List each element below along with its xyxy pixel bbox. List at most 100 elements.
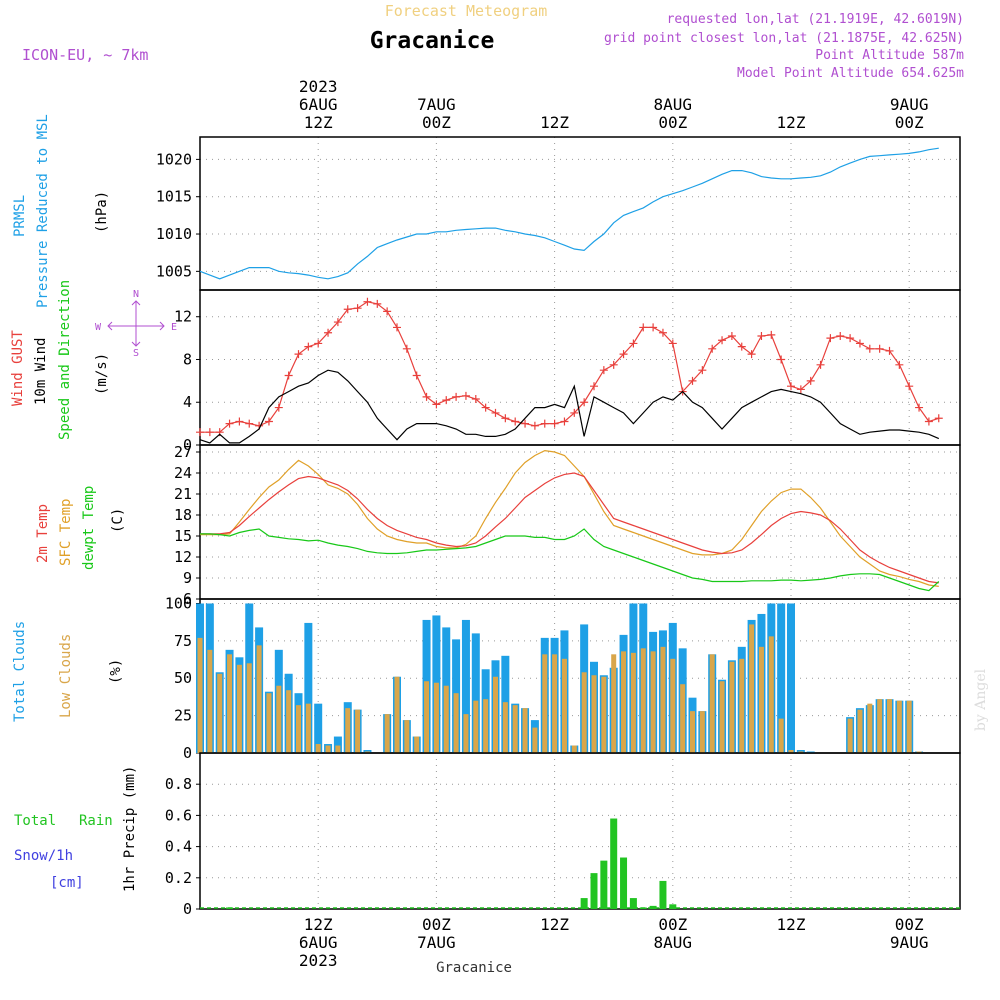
gust-point [274,403,283,412]
wind-ylabels: Wind GUST 10m Wind Speed and Direction (… [10,280,177,440]
legend-snow: Snow/1h [14,848,73,864]
gust-point [905,382,914,391]
gust-point [865,344,874,353]
top-time-label: 00Z [422,113,451,132]
gust-point [530,421,539,430]
compass-n: N [133,289,139,300]
t2m-line [200,472,939,584]
gust-point [777,355,786,364]
gust-line [200,301,939,433]
ytick-label: 1010 [156,225,192,243]
gust-point [393,323,401,332]
gust-point [412,371,421,380]
low-cloud-bar [788,750,794,753]
gust-point [580,398,589,407]
panel-wind: 0 4 8 12 [174,289,961,454]
panel-frame [199,136,961,291]
gust-point [452,392,461,401]
gust-point [816,360,825,369]
gust-point [846,334,855,343]
model-altitude: Model Point Altitude 654.625m [737,66,964,81]
gust-point [649,323,658,332]
gust-point [806,376,815,385]
total-cloud-bar [777,603,786,753]
gust-point [324,328,333,337]
gust-point [934,414,943,423]
gust-point [205,428,214,437]
gust-point [747,350,756,359]
compass-s: S [133,348,139,359]
rain-bar [600,860,608,909]
gust-point [353,304,362,313]
gust-point [501,414,510,423]
dewpt-label: dewpt Temp [81,486,97,570]
bottom-time-label: 6AUG [299,933,338,952]
low-cloud-bar [502,702,508,753]
gust-point [639,323,648,332]
low-cloud-bar [345,708,351,753]
gust-point [511,417,520,426]
bottom-time-label: 2023 [299,951,338,970]
panel-frame [199,444,961,600]
gridpoint-coords: grid point closest lon,lat (21.1875E, 42… [604,31,964,46]
low-cloud-bar [660,646,666,753]
low-cloud-bar [512,705,518,753]
low-cloud-bar [877,699,883,753]
total-clouds-label: Total Clouds [12,621,28,722]
top-time-label: 6AUG [299,95,338,114]
gust-point [481,403,490,412]
gust-point [461,391,470,400]
wind10m-label: 10m Wind [33,338,49,405]
ytick-label: 4 [183,393,192,411]
gust-point [225,419,234,428]
gust-point [708,344,717,353]
low-cloud-bar [739,658,745,753]
ytick-label: 0.4 [165,838,192,856]
gust-point [796,385,805,394]
low-cloud-bar [699,711,705,753]
gust-point [875,344,884,353]
credit-watermark: by Angel [973,668,989,731]
total-cloud-bar [461,619,470,753]
gust-point [245,419,254,428]
low-cloud-bar [384,714,390,753]
low-cloud-bar [887,699,892,753]
wind-speed-dir-label: Speed and Direction [57,280,73,440]
gust-point [402,344,411,353]
low-cloud-bar [404,720,410,753]
ytick-label: 9 [183,569,192,587]
low-cloud-bar [561,658,567,753]
pressure-label-full: Pressure Reduced to MSL [35,114,51,308]
ytick-label: 18 [174,506,192,524]
product-title: Forecast Meteogram [385,2,548,20]
low-cloud-bar [335,745,341,753]
panel-pressure: 1005 1010 1015 1020 [156,136,961,291]
ytick-label: 1020 [156,150,192,168]
gust-point [757,331,766,340]
gust-point [373,299,382,308]
ytick-label: 24 [174,464,192,482]
legend-total: Total [14,813,56,829]
low-cloud-bar [207,649,213,753]
gust-point [737,342,746,351]
gust-point [383,307,392,316]
low-cloud-bar [217,673,223,753]
gust-point [284,371,293,380]
legend-cm: [cm] [50,875,84,891]
rain-bar [580,898,588,909]
bottom-time-label: 8AUG [654,933,693,952]
gust-point [343,305,352,314]
low-cloud-bar [266,693,272,753]
gust-point [718,336,727,345]
ytick-label: 0.8 [165,775,192,793]
bottom-time-label: 00Z [895,915,924,934]
low-cloud-bar [867,703,873,753]
compass-rose-icon [107,300,165,347]
bottom-time-label: 00Z [658,915,687,934]
rain-bar [610,818,618,909]
gust-label: Wind GUST [10,330,26,406]
low-cloud-bar [246,663,252,753]
ytick-label: 6 [183,590,192,608]
wind-unit: (m/s) [94,353,110,395]
